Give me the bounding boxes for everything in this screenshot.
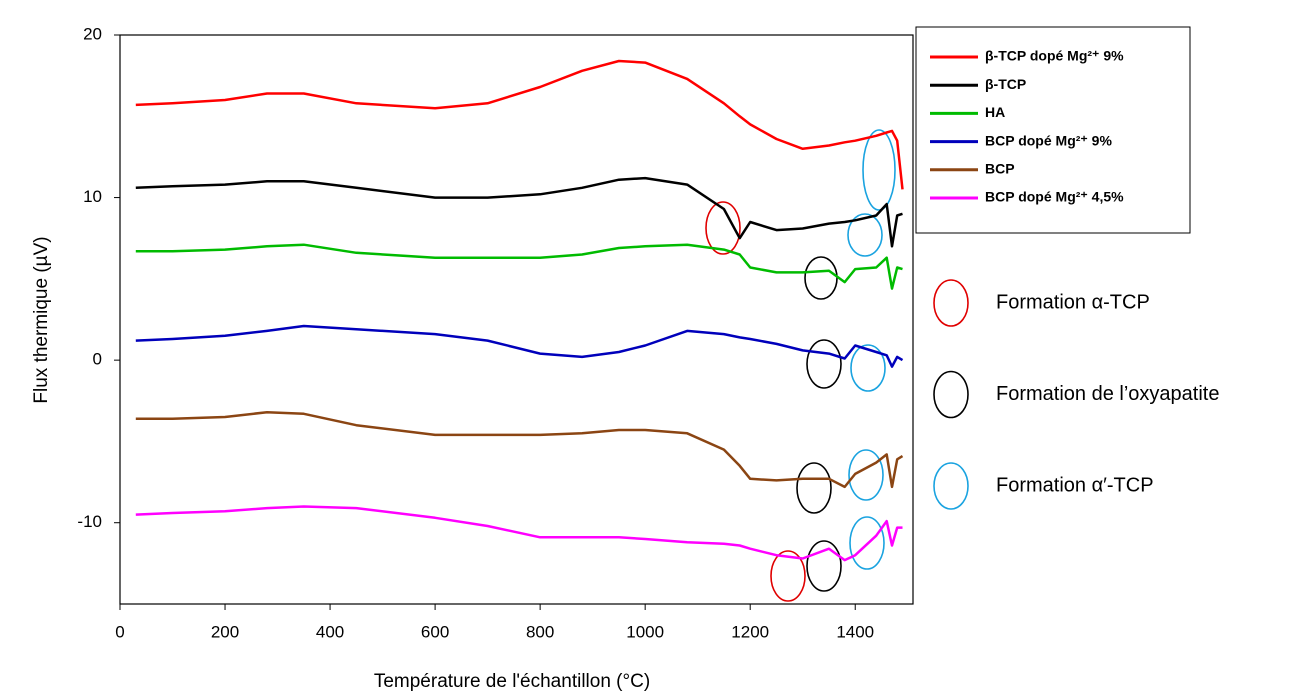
y-tick-label: 20	[83, 24, 102, 43]
ellipse	[848, 449, 884, 501]
data-line	[135, 59, 904, 190]
x-tick-label: 400	[316, 622, 344, 641]
y-tick-label: 0	[93, 350, 102, 369]
y-axis-title: Flux thermique (µV)	[31, 236, 52, 403]
data-line	[135, 410, 904, 489]
x-tick-label: 800	[526, 622, 554, 641]
x-tick-label: 200	[211, 622, 239, 641]
ellipse	[847, 213, 883, 257]
x-tick-label: 0	[115, 622, 124, 641]
key-ellipse	[933, 370, 969, 419]
ellipse	[849, 516, 885, 570]
data-line	[135, 243, 903, 290]
ellipse	[796, 462, 832, 514]
legend-label: β-TCP dopé Mg²⁺ 9%	[985, 48, 1124, 64]
key-ellipse	[933, 462, 969, 510]
x-tick-label: 1000	[626, 622, 664, 641]
legend-label: β-TCP	[985, 76, 1026, 92]
ellipse	[850, 344, 886, 392]
x-tick-label: 1200	[731, 622, 769, 641]
y-tick-label: -10	[77, 512, 102, 531]
ellipse	[804, 256, 838, 300]
ellipse	[862, 129, 896, 211]
legend-label: HA	[985, 104, 1005, 120]
y-tick-label: 10	[83, 187, 102, 206]
legend-label: BCP dopé Mg²⁺ 9%	[985, 132, 1112, 148]
highlight-ellipses	[705, 129, 896, 602]
ellipse	[806, 339, 842, 389]
data-line	[135, 505, 903, 562]
ellipse	[770, 550, 806, 602]
key-label: Formation α′-TCP	[996, 474, 1154, 496]
key-ellipse	[933, 279, 969, 327]
key-label: Formation de l’oxyapatite	[996, 383, 1219, 405]
legend-label: BCP dopé Mg²⁺ 4,5%	[985, 189, 1124, 205]
x-tick-label: 600	[421, 622, 449, 641]
plot-frame	[119, 34, 914, 605]
key-label: Formation α-TCP	[996, 291, 1150, 313]
data-line	[135, 176, 903, 248]
x-tick-label: 1400	[836, 622, 874, 641]
ellipse	[705, 201, 741, 255]
legend-label: BCP	[985, 161, 1015, 177]
x-axis-title: Température de l'échantillon (°C)	[374, 671, 650, 692]
data-line	[135, 324, 904, 368]
ellipse	[806, 540, 842, 592]
